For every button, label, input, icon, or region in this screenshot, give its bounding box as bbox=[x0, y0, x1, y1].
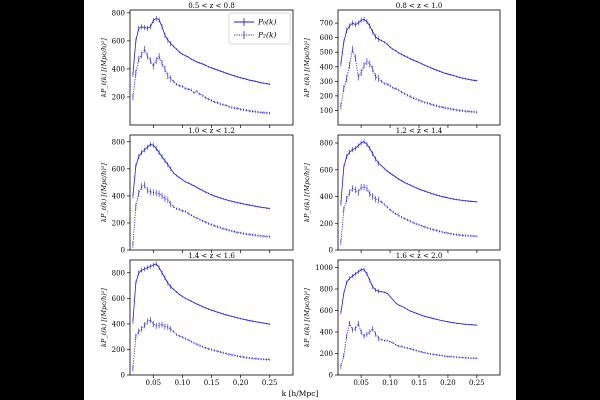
y-tick-label: 200 bbox=[320, 92, 333, 100]
series-line bbox=[340, 322, 477, 367]
x-tick-label: 0.10 bbox=[382, 379, 398, 387]
y-tick-label: 700 bbox=[320, 20, 333, 28]
y-tick-label: 1000 bbox=[315, 264, 333, 272]
legend-label: P₀(k) bbox=[257, 18, 277, 27]
legend-label: P₂(k) bbox=[257, 31, 277, 40]
y-axis-label: kP_ℓ(k) [(Mpc/h)²] bbox=[100, 288, 108, 347]
legend-item-p2: P₂(k) bbox=[234, 31, 277, 40]
y-tick-label: 200 bbox=[320, 220, 333, 228]
y-tick-label: 200 bbox=[112, 346, 125, 354]
y-tick-label: 400 bbox=[112, 192, 125, 200]
series-p0 bbox=[340, 267, 478, 326]
y-tick-label: 300 bbox=[320, 78, 333, 86]
x-tick-label: 0.25 bbox=[469, 379, 485, 387]
y-tick-label: 600 bbox=[112, 37, 125, 45]
panel-title: 0.8 < z < 1.0 bbox=[396, 2, 443, 10]
y-tick-label: 600 bbox=[112, 165, 125, 173]
y-tick-label: 800 bbox=[112, 9, 125, 17]
y-tick-label: 800 bbox=[112, 269, 125, 277]
y-axis-label: kP_ℓ(k) [(Mpc/h)²] bbox=[100, 38, 108, 97]
y-axis-label: kP_ℓ(k) [(Mpc/h)²] bbox=[303, 163, 311, 222]
series-p2 bbox=[132, 181, 271, 248]
series-line bbox=[340, 49, 477, 113]
y-axis-label: kP_ℓ(k) [(Mpc/h)²] bbox=[303, 288, 311, 347]
x-tick-label: 0.20 bbox=[233, 379, 249, 387]
x-tick-label: 0.10 bbox=[175, 379, 191, 387]
y-tick-label: 600 bbox=[320, 34, 333, 42]
y-tick-label: 0 bbox=[121, 247, 125, 255]
panel-title: 1.0 < z < 1.2 bbox=[188, 127, 235, 135]
series-p2 bbox=[340, 45, 478, 114]
y-tick-label: 0 bbox=[329, 372, 333, 380]
series-p2 bbox=[132, 316, 271, 372]
x-tick-label: 0.05 bbox=[353, 379, 369, 387]
series-line bbox=[132, 17, 270, 85]
panel-4: 1.2 < z < 1.4 0 200 400 600 800 kP_ℓ(k) [(Mpc/… bbox=[303, 127, 501, 255]
panel-title: 1.2 < z < 1.4 bbox=[396, 127, 443, 135]
y-tick-label: 800 bbox=[320, 286, 333, 294]
y-tick-label: 600 bbox=[112, 295, 125, 303]
legend: P₀(k) P₂(k) bbox=[228, 12, 291, 45]
series-p0 bbox=[340, 139, 478, 206]
x-tick-label: 0.05 bbox=[145, 379, 161, 387]
y-tick-label: 400 bbox=[112, 320, 125, 328]
series-line bbox=[132, 48, 270, 114]
y-tick-label: 400 bbox=[320, 329, 333, 337]
y-tick-label: 800 bbox=[112, 138, 125, 146]
y-tick-label: 200 bbox=[112, 93, 125, 101]
series-line bbox=[340, 269, 477, 326]
panel-3: 1.0 < z < 1.2 0 200 400 600 800 kP_ℓ(k) [(Mpc/… bbox=[100, 127, 294, 255]
series-line bbox=[132, 144, 270, 209]
series-line bbox=[340, 186, 477, 243]
x-tick-label: 0.20 bbox=[440, 379, 456, 387]
y-tick-label: 400 bbox=[320, 193, 333, 201]
x-axis-label: k [h/Mpc] bbox=[282, 389, 319, 398]
y-axis-label: kP_ℓ(k) [(Mpc/h)²] bbox=[100, 163, 108, 222]
y-tick-label: 200 bbox=[320, 350, 333, 358]
panel-2: 0.8 < z < 1.0 100 200 300 400 500 600 700 kP_ℓ(k… bbox=[303, 2, 501, 128]
y-tick-label: 800 bbox=[320, 140, 333, 148]
series-p0 bbox=[132, 261, 271, 325]
y-tick-label: 100 bbox=[320, 107, 333, 115]
legend-item-p0: P₀(k) bbox=[234, 18, 277, 27]
y-axis-label: kP_ℓ(k) [(Mpc/h)²] bbox=[303, 38, 311, 97]
y-tick-label: 0 bbox=[329, 247, 333, 255]
panel-5: 1.4 < z < 1.6 0 200 400 600 800 0.05 0.10 0.15 0.… bbox=[100, 252, 294, 387]
series-p0 bbox=[132, 15, 271, 86]
series-p2 bbox=[340, 320, 478, 369]
y-tick-label: 600 bbox=[320, 307, 333, 315]
y-tick-label: 400 bbox=[112, 65, 125, 73]
series-line bbox=[132, 263, 270, 325]
x-tick-label: 0.15 bbox=[204, 379, 220, 387]
panel-1: 0.5 < z < 0.8 200 400 600 800 kP_ℓ(k) [(Mpc/h… bbox=[100, 2, 294, 128]
panel-title: 1.4 < z < 1.6 bbox=[188, 252, 235, 260]
y-tick-label: 0 bbox=[121, 372, 125, 380]
series-p0 bbox=[340, 16, 478, 82]
series-line bbox=[340, 141, 477, 204]
y-tick-label: 200 bbox=[112, 219, 125, 227]
series-p2 bbox=[340, 183, 478, 246]
panel-6: 1.6 < z < 2.0 0 200 400 600 800 1000 0.05 0.10 0.… bbox=[303, 252, 501, 387]
series-line bbox=[340, 19, 477, 82]
series-p0 bbox=[132, 142, 271, 210]
y-tick-label: 600 bbox=[320, 166, 333, 174]
panel-title: 1.6 < z < 2.0 bbox=[396, 252, 443, 260]
series-p2 bbox=[132, 45, 271, 115]
figure-canvas bbox=[84, 0, 516, 400]
series-line bbox=[132, 319, 270, 369]
y-tick-label: 500 bbox=[320, 49, 333, 57]
x-tick-label: 0.25 bbox=[262, 379, 278, 387]
series-line bbox=[132, 184, 270, 245]
y-tick-label: 400 bbox=[320, 63, 333, 71]
x-tick-label: 0.15 bbox=[411, 379, 427, 387]
panel-title: 0.5 < z < 0.8 bbox=[188, 2, 235, 10]
